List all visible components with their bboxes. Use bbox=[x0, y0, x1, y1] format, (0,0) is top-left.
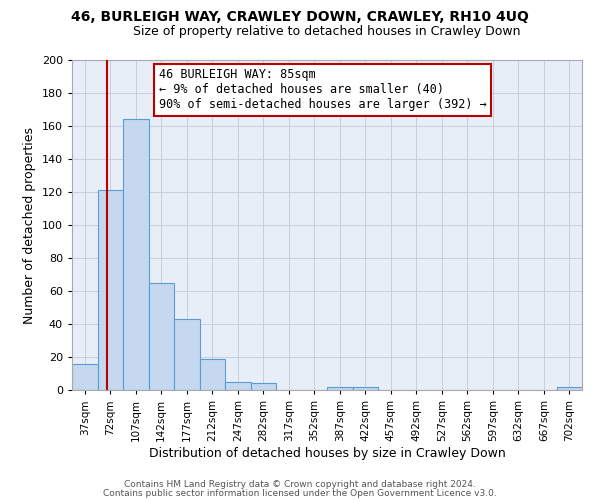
Bar bbox=[251, 384, 276, 390]
Bar bbox=[123, 120, 149, 390]
Bar bbox=[225, 382, 251, 390]
Bar bbox=[97, 190, 123, 390]
Text: 46 BURLEIGH WAY: 85sqm
← 9% of detached houses are smaller (40)
90% of semi-deta: 46 BURLEIGH WAY: 85sqm ← 9% of detached … bbox=[158, 68, 487, 112]
Y-axis label: Number of detached properties: Number of detached properties bbox=[23, 126, 36, 324]
Bar bbox=[72, 364, 97, 390]
Bar bbox=[199, 358, 225, 390]
X-axis label: Distribution of detached houses by size in Crawley Down: Distribution of detached houses by size … bbox=[149, 446, 505, 460]
Bar bbox=[174, 319, 199, 390]
Bar bbox=[327, 386, 353, 390]
Bar bbox=[557, 386, 582, 390]
Bar bbox=[149, 283, 174, 390]
Text: Contains public sector information licensed under the Open Government Licence v3: Contains public sector information licen… bbox=[103, 488, 497, 498]
Title: Size of property relative to detached houses in Crawley Down: Size of property relative to detached ho… bbox=[133, 25, 521, 38]
Text: Contains HM Land Registry data © Crown copyright and database right 2024.: Contains HM Land Registry data © Crown c… bbox=[124, 480, 476, 489]
Text: 46, BURLEIGH WAY, CRAWLEY DOWN, CRAWLEY, RH10 4UQ: 46, BURLEIGH WAY, CRAWLEY DOWN, CRAWLEY,… bbox=[71, 10, 529, 24]
Bar bbox=[353, 386, 378, 390]
